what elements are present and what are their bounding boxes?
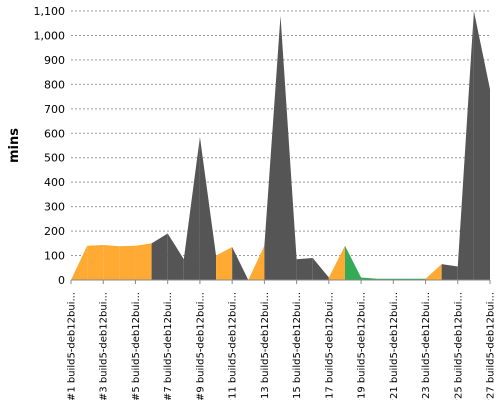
x-tick-label: #13 build5-deb12bui...	[260, 292, 271, 400]
y-tick-label: 1,100	[34, 5, 66, 18]
area-segment-aborted	[312, 257, 329, 280]
area-segment-unstable	[71, 245, 88, 280]
x-tick-label: #27 build5-deb12bui...	[486, 292, 497, 400]
area-segment-unstable	[103, 245, 120, 280]
x-tick-label: #7 build5-deb12bui...	[163, 292, 174, 400]
y-tick-label: 100	[44, 250, 65, 263]
y-tick-label: 200	[44, 225, 65, 238]
area-segment-unstable	[119, 245, 136, 280]
area-segment-aborted	[264, 15, 281, 280]
area-segments	[71, 11, 490, 280]
y-tick-label: 500	[44, 152, 65, 165]
area-segment-unstable	[328, 245, 345, 280]
x-tick-label: #23 build5-deb12bui...	[421, 292, 432, 400]
x-tick-label: #21 build5-deb12bui...	[389, 292, 400, 400]
area-segment-aborted	[151, 233, 168, 280]
y-axis-label: mins	[7, 128, 22, 163]
area-segment-aborted	[296, 257, 313, 280]
area-segment-aborted	[441, 264, 458, 280]
area-segment-aborted	[183, 136, 200, 280]
area-segment-unstable	[87, 245, 104, 280]
x-tick-label: #17 build5-deb12bui...	[324, 292, 335, 400]
y-axis-ticks: 0 100 200 300 400 500 600 700 800 900 1,000 1,100	[34, 5, 66, 287]
area-segment-aborted	[199, 136, 217, 280]
y-tick-label: 700	[44, 103, 65, 116]
x-tick-label: #19 build5-deb12bui...	[357, 292, 368, 400]
area-segment-aborted	[473, 11, 490, 280]
x-tick-label: #3 build5-deb12bui...	[99, 292, 110, 400]
x-tick-label: #9 build5-deb12bui...	[195, 292, 206, 400]
area-segment-unstable	[135, 243, 152, 280]
x-tick-label: #25 build5-deb12bui...	[453, 292, 464, 400]
area-segment-unstable	[425, 264, 442, 280]
y-tick-label: 1,000	[34, 29, 66, 42]
x-tick-label: #1 build5-deb12bui...	[67, 292, 78, 400]
y-tick-label: 300	[44, 201, 65, 214]
area-segment-unstable	[216, 246, 233, 280]
y-tick-label: 600	[44, 127, 65, 140]
y-tick-label: 800	[44, 78, 65, 91]
x-tick-label: #11 build5-deb12bui...	[228, 292, 239, 400]
y-tick-label: 400	[44, 176, 65, 189]
y-tick-label: 0	[58, 274, 65, 287]
area-segment-aborted	[232, 246, 249, 280]
x-axis-ticks: #1 build5-deb12bui... #3 build5-deb12bui.…	[67, 280, 497, 400]
area-segment-success	[361, 277, 378, 280]
x-tick-label: #15 build5-deb12bui...	[292, 292, 303, 400]
x-tick-label: #5 build5-deb12bui...	[131, 292, 142, 400]
area-segment-aborted	[167, 233, 184, 280]
area-segment-success	[344, 245, 362, 280]
area-segment-aborted	[280, 15, 297, 280]
area-segment-aborted	[457, 11, 474, 280]
area-segment-unstable	[248, 245, 265, 280]
y-tick-label: 900	[44, 54, 65, 67]
